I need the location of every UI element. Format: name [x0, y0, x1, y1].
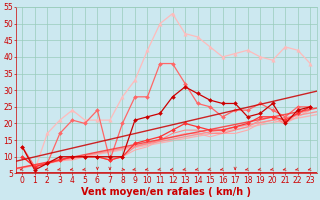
X-axis label: Vent moyen/en rafales ( km/h ): Vent moyen/en rafales ( km/h ) [81, 187, 251, 197]
